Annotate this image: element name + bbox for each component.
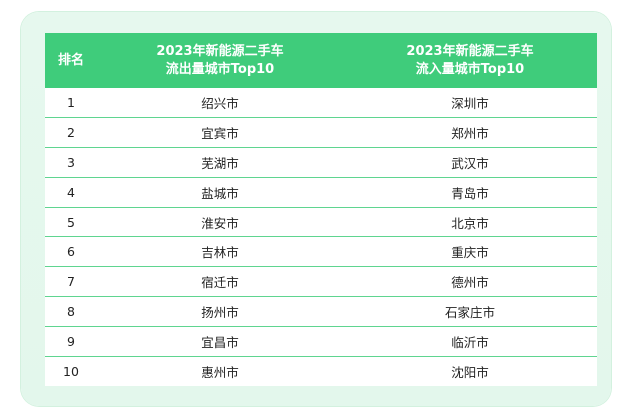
table-body: 1 绍兴市 深圳市 2 宜宾市 郑州市 3 芜湖市 武汉市 4 盐城市 青岛市 …: [45, 88, 597, 386]
table-row: 2 宜宾市 郑州市: [45, 117, 597, 149]
inflow-city-cell: 郑州市: [343, 117, 597, 149]
outflow-city-cell: 宿迁市: [97, 266, 343, 298]
rank-cell: 7: [45, 266, 97, 298]
header-inflow-line-2: 流入量城市Top10: [415, 61, 525, 77]
table-row: 6 吉林市 重庆市: [45, 236, 597, 268]
table-row: 3 芜湖市 武汉市: [45, 147, 597, 178]
outflow-city-cell: 淮安市: [97, 207, 343, 238]
ranking-table-card: 排名 2023年新能源二手车 流出量城市Top10 2023年新能源二手车 流入…: [45, 33, 597, 386]
inflow-city-cell: 重庆市: [343, 236, 597, 268]
rank-cell: 4: [45, 177, 97, 208]
table-row: 4 盐城市 青岛市: [45, 177, 597, 208]
outflow-city-cell: 盐城市: [97, 177, 343, 208]
outflow-city-cell: 惠州市: [201, 364, 239, 380]
header-inflow: 2023年新能源二手车 流入量城市Top10: [343, 33, 597, 88]
table-header: 排名 2023年新能源二手车 流出量城市Top10 2023年新能源二手车 流入…: [45, 33, 597, 88]
header-outflow-line-2: 流出量城市Top10: [165, 61, 275, 77]
header-outflow-line-1: 2023年新能源二手车: [156, 43, 284, 59]
outflow-city-cell: 宜昌市: [97, 326, 343, 357]
ranking-table: 排名 2023年新能源二手车 流出量城市Top10 2023年新能源二手车 流入…: [45, 33, 597, 386]
outflow-city-cell: 绍兴市: [97, 88, 343, 119]
header-row: 排名 2023年新能源二手车 流出量城市Top10 2023年新能源二手车 流入…: [45, 33, 597, 88]
inflow-city-cell: 石家庄市: [343, 296, 597, 327]
outflow-city-cell: 宜宾市: [97, 117, 343, 149]
rank-cell: 10: [63, 363, 79, 379]
outflow-city-cell: 芜湖市: [97, 147, 343, 178]
rank-cell: 5: [45, 207, 97, 238]
rank-cell: 1: [45, 88, 97, 119]
table-row: 8 扬州市 石家庄市: [45, 296, 597, 327]
table-row: 5 淮安市 北京市: [45, 207, 597, 238]
header-inflow-line-1: 2023年新能源二手车: [406, 43, 534, 59]
inflow-city-cell: 武汉市: [343, 147, 597, 178]
table-row: 1 绍兴市 深圳市: [45, 88, 597, 119]
inflow-city-cell: 深圳市: [343, 88, 597, 119]
outflow-city-cell: 扬州市: [97, 296, 343, 327]
table-row: 7 宿迁市 德州市: [45, 266, 597, 298]
rank-cell: 2: [45, 117, 97, 149]
inflow-city-cell: 临沂市: [343, 326, 597, 357]
inflow-city-cell: 德州市: [343, 266, 597, 298]
header-rank: 排名: [45, 33, 97, 88]
table-row: 9 宜昌市 临沂市: [45, 326, 597, 357]
inflow-city-cell: 北京市: [343, 207, 597, 238]
header-outflow: 2023年新能源二手车 流出量城市Top10: [97, 33, 343, 88]
inflow-city-cell: 沈阳市: [451, 364, 489, 380]
rank-cell: 6: [45, 236, 97, 268]
outflow-city-cell: 吉林市: [97, 236, 343, 268]
table-row: 10 惠州市 沈阳市: [45, 356, 597, 386]
rank-cell: 9: [45, 326, 97, 357]
inflow-city-cell: 青岛市: [343, 177, 597, 208]
rank-cell: 3: [45, 147, 97, 178]
rank-cell: 8: [45, 296, 97, 327]
header-rank-label: 排名: [57, 52, 84, 68]
